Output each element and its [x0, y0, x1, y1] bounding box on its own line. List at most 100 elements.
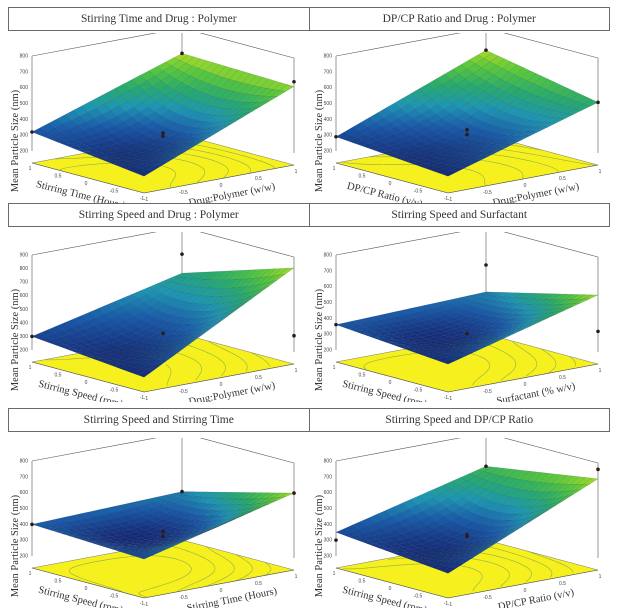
- contour-segment: [534, 560, 538, 563]
- contour-segment: [514, 553, 519, 556]
- contour-segment: [561, 563, 566, 566]
- contour-segment: [153, 586, 157, 588]
- contour-segment: [480, 559, 486, 562]
- contour-segment: [224, 349, 228, 352]
- x-tick-label: -1: [140, 601, 145, 607]
- contour-segment: [165, 582, 171, 585]
- contour-segment: [504, 580, 507, 583]
- z-axis: 200 300 400 500 600 700 800: [20, 459, 29, 560]
- y-tick-label: 0.5: [255, 375, 262, 381]
- z-tick-label: 600: [20, 293, 29, 299]
- surface-cell: [466, 552, 482, 559]
- contour-segment: [471, 567, 476, 570]
- contour-segment: [226, 559, 230, 562]
- contour-segment: [92, 581, 98, 584]
- surface-cell: [574, 104, 591, 111]
- contour-segment: [222, 577, 226, 580]
- contour-segment: [113, 557, 121, 559]
- contour-segment: [177, 158, 183, 161]
- contour-segment: [192, 346, 197, 349]
- contour-segment: [207, 352, 211, 355]
- contour-segment: [206, 546, 209, 549]
- contour-segment: [202, 557, 206, 560]
- contour-segment: [228, 572, 233, 576]
- panel-title: Stirring Time and Drug : Polymer: [80, 13, 237, 25]
- contour-segment: [251, 569, 253, 572]
- x-tick-label: 0.5: [55, 373, 62, 379]
- y-axis-label: DP/CP Ratio (v/v): [497, 587, 575, 608]
- contour-segment: [182, 575, 187, 578]
- contour-segment: [189, 154, 196, 157]
- x-tick-label: -1: [140, 395, 145, 401]
- contour-segment: [270, 164, 274, 167]
- surface-cell: [557, 113, 574, 119]
- contour-segment: [479, 356, 484, 359]
- design-point: [334, 134, 338, 139]
- surface-cell: [441, 566, 457, 574]
- contour-segment: [244, 574, 249, 577]
- contour-segment: [482, 357, 486, 360]
- contour-segment: [251, 157, 256, 160]
- y-tick-label: 1: [295, 368, 298, 374]
- contour-segment: [203, 169, 205, 172]
- contour-segment: [519, 563, 523, 566]
- contour-segment: [69, 165, 76, 168]
- contour-segment: [213, 147, 219, 150]
- contour-segment: [245, 362, 247, 365]
- x-tick-label: 0.5: [55, 579, 62, 585]
- contour-segment: [199, 177, 203, 180]
- contour-segment: [512, 341, 515, 344]
- contour-segment: [198, 579, 203, 582]
- x-tick-label: 1: [333, 365, 336, 371]
- contour-segment: [193, 359, 195, 361]
- z-tick-label: 400: [20, 117, 29, 123]
- y-tick-label: -1: [144, 197, 149, 203]
- design-point: [30, 522, 34, 527]
- contour-segment: [240, 161, 245, 164]
- contour-segment: [564, 565, 569, 568]
- contour-segment: [221, 556, 225, 558]
- contour-segment: [516, 344, 520, 348]
- contour-segment: [224, 364, 226, 366]
- contour-segment: [213, 569, 216, 572]
- contour-segment: [233, 353, 237, 356]
- contour-segment: [69, 571, 71, 573]
- contour-segment: [498, 564, 502, 568]
- z-tick-label: 600: [324, 490, 333, 496]
- contour-segment: [490, 562, 495, 565]
- contour-segment: [495, 347, 498, 350]
- contour-segment: [569, 356, 573, 359]
- contour-segment: [192, 552, 197, 555]
- contour-segment: [199, 165, 202, 168]
- contour-segment: [385, 356, 392, 359]
- surface-cell: [491, 337, 507, 343]
- contour-segment: [210, 152, 216, 155]
- contour-segment: [473, 587, 475, 590]
- x-tick-label: 0.5: [359, 174, 366, 180]
- contour-segment: [188, 551, 193, 554]
- contour-segment: [512, 157, 519, 159]
- surface-cell: [516, 325, 532, 332]
- y-tick-label: -0.5: [179, 389, 188, 395]
- surface-cell: [221, 121, 236, 130]
- contour-segment: [208, 341, 213, 344]
- y-tick-label: 0: [220, 382, 223, 388]
- contour-segment: [205, 558, 209, 561]
- contour-segment: [203, 173, 206, 176]
- contour-segment: [183, 153, 190, 156]
- contour-segment: [138, 593, 140, 595]
- contour-segment: [347, 162, 356, 164]
- contour-segment: [246, 156, 252, 159]
- contour-segment: [182, 586, 187, 589]
- design-points: [30, 252, 296, 339]
- contour-segment: [109, 587, 115, 590]
- contour-segment: [474, 586, 476, 589]
- contour-segment: [484, 160, 491, 163]
- contour-segment: [550, 570, 552, 572]
- contour-segment: [471, 353, 476, 356]
- contour-segment: [547, 557, 552, 560]
- contour-segment: [73, 358, 82, 360]
- contour-segment: [508, 371, 512, 375]
- contour-segment: [171, 168, 174, 171]
- contour-segment: [213, 565, 216, 568]
